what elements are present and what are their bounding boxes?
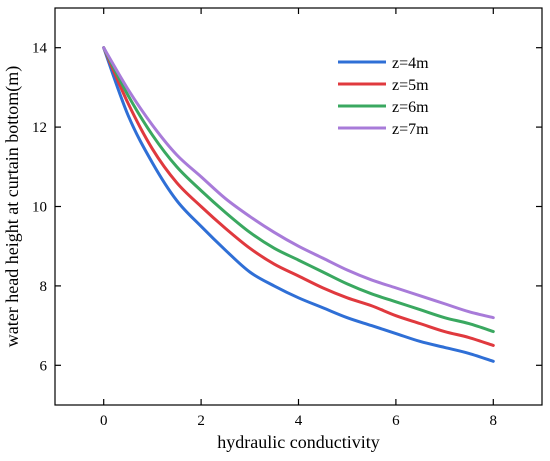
legend: z=4m z=5m z=6m z=7m	[338, 55, 429, 138]
series-line-3	[102, 46, 495, 334]
y-tick-label: 6	[40, 358, 48, 374]
axis-ticks: 0 2 4 6 8 6 8 10 12 14	[32, 8, 542, 429]
plot-area	[54, 7, 543, 406]
y-axis-title: water head height at curtain bottom(m)	[2, 66, 23, 347]
legend-label-2: z=5m	[392, 77, 429, 94]
x-tick-label: 8	[490, 413, 498, 429]
y-tick-label: 8	[40, 279, 48, 295]
series-line-4	[102, 46, 495, 320]
series-line-1	[102, 46, 495, 363]
plot-frame	[54, 7, 543, 406]
x-tick-label: 0	[100, 413, 108, 429]
x-tick-label: 6	[392, 413, 400, 429]
series-lines	[102, 46, 495, 363]
x-tick-label: 4	[295, 413, 303, 429]
legend-label-4: z=7m	[392, 121, 429, 138]
y-tick-label: 10	[32, 200, 47, 216]
legend-label-3: z=6m	[392, 99, 429, 116]
x-tick-label: 2	[197, 413, 205, 429]
x-axis-title: hydraulic conductivity	[217, 432, 379, 452]
y-tick-label: 14	[32, 41, 48, 57]
y-tick-label: 12	[32, 120, 47, 136]
series-line-2	[102, 46, 495, 347]
legend-label-1: z=4m	[392, 55, 429, 72]
